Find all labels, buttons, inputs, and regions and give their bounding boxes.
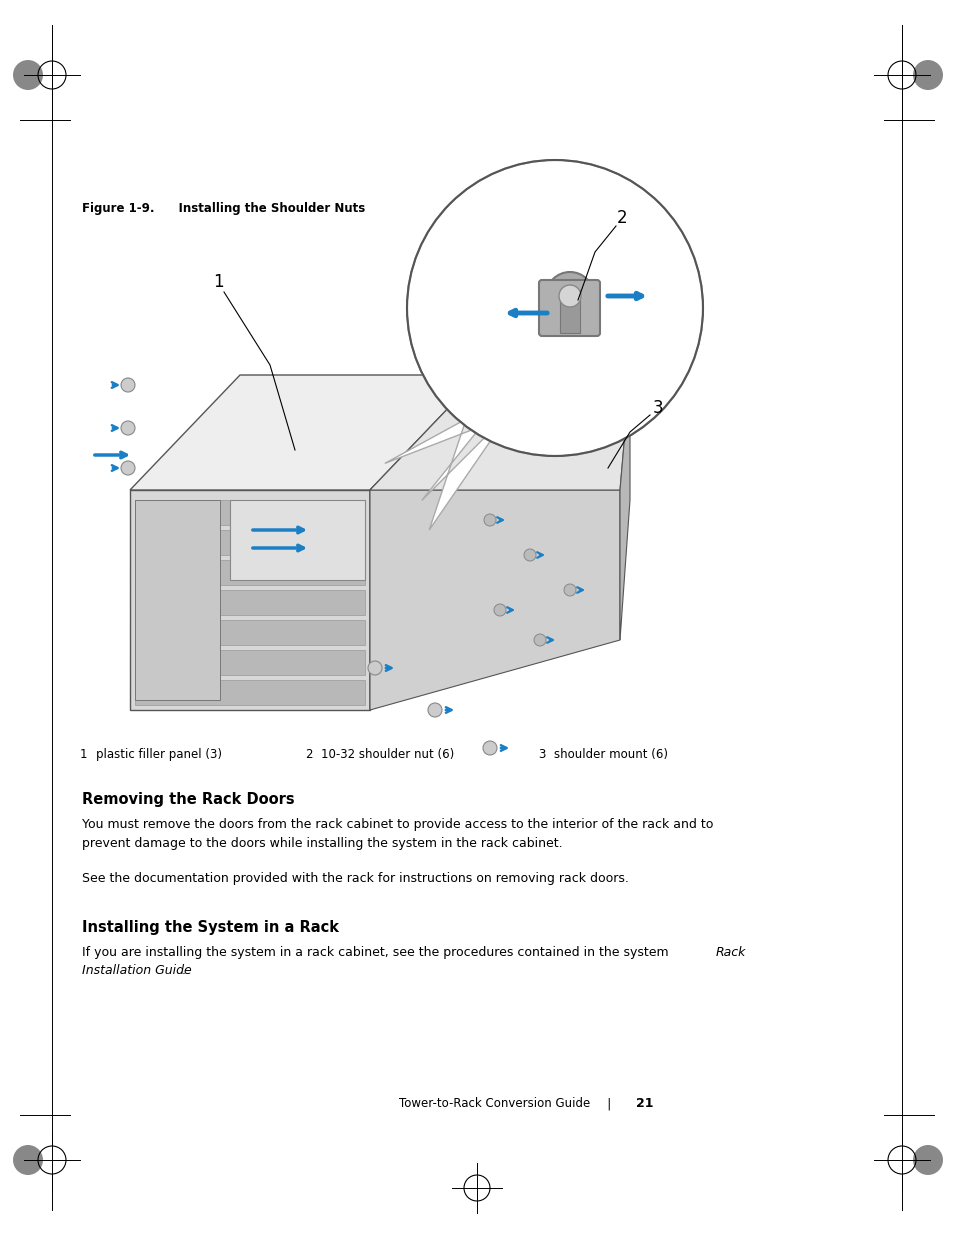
Circle shape	[563, 584, 576, 597]
Circle shape	[428, 703, 441, 718]
Circle shape	[558, 285, 580, 308]
Text: Installing the System in a Rack: Installing the System in a Rack	[82, 920, 338, 935]
Polygon shape	[130, 490, 370, 710]
Polygon shape	[370, 375, 479, 710]
Text: Installation Guide: Installation Guide	[82, 965, 192, 977]
Text: 21: 21	[636, 1097, 653, 1110]
Text: plastic filler panel (3): plastic filler panel (3)	[96, 748, 222, 761]
Polygon shape	[135, 680, 365, 705]
Text: 2: 2	[305, 748, 313, 761]
Polygon shape	[619, 375, 629, 640]
Text: Removing the Rack Doors: Removing the Rack Doors	[82, 792, 294, 806]
Polygon shape	[135, 500, 365, 525]
Circle shape	[534, 634, 545, 646]
Text: .: .	[182, 965, 186, 977]
Text: Figure 1-9.: Figure 1-9.	[82, 203, 154, 215]
Text: 1: 1	[213, 273, 223, 291]
Polygon shape	[135, 650, 365, 676]
Text: If you are installing the system in a rack cabinet, see the procedures contained: If you are installing the system in a ra…	[82, 946, 672, 960]
Circle shape	[407, 161, 702, 456]
Text: shoulder mount (6): shoulder mount (6)	[554, 748, 667, 761]
FancyBboxPatch shape	[538, 280, 599, 336]
Polygon shape	[135, 559, 365, 585]
Circle shape	[483, 514, 496, 526]
Polygon shape	[135, 590, 365, 615]
Circle shape	[545, 272, 594, 320]
Circle shape	[523, 550, 536, 561]
Polygon shape	[370, 490, 619, 710]
Circle shape	[13, 1145, 43, 1174]
Circle shape	[368, 661, 381, 676]
Circle shape	[494, 604, 505, 616]
Text: 2: 2	[616, 209, 627, 227]
Polygon shape	[559, 290, 579, 333]
Polygon shape	[230, 500, 365, 580]
Text: Tower-to-Rack Conversion Guide: Tower-to-Rack Conversion Guide	[398, 1097, 589, 1110]
Polygon shape	[135, 530, 365, 555]
Polygon shape	[130, 375, 479, 490]
Circle shape	[121, 378, 135, 391]
Text: 10-32 shoulder nut (6): 10-32 shoulder nut (6)	[320, 748, 454, 761]
Circle shape	[912, 1145, 942, 1174]
Polygon shape	[370, 375, 629, 490]
Text: 3: 3	[652, 399, 662, 417]
Circle shape	[121, 461, 135, 475]
Text: 1: 1	[80, 748, 88, 761]
Polygon shape	[135, 620, 365, 645]
Text: |: |	[596, 1097, 611, 1110]
Polygon shape	[384, 411, 510, 530]
Text: See the documentation provided with the rack for instructions on removing rack d: See the documentation provided with the …	[82, 872, 628, 885]
Text: Rack: Rack	[716, 946, 745, 960]
Circle shape	[482, 741, 497, 755]
Text: 3: 3	[537, 748, 545, 761]
Circle shape	[121, 421, 135, 435]
Circle shape	[912, 61, 942, 90]
Polygon shape	[135, 500, 220, 700]
Circle shape	[13, 61, 43, 90]
Text: You must remove the doors from the rack cabinet to provide access to the interio: You must remove the doors from the rack …	[82, 818, 713, 850]
Text: Installing the Shoulder Nuts: Installing the Shoulder Nuts	[162, 203, 365, 215]
